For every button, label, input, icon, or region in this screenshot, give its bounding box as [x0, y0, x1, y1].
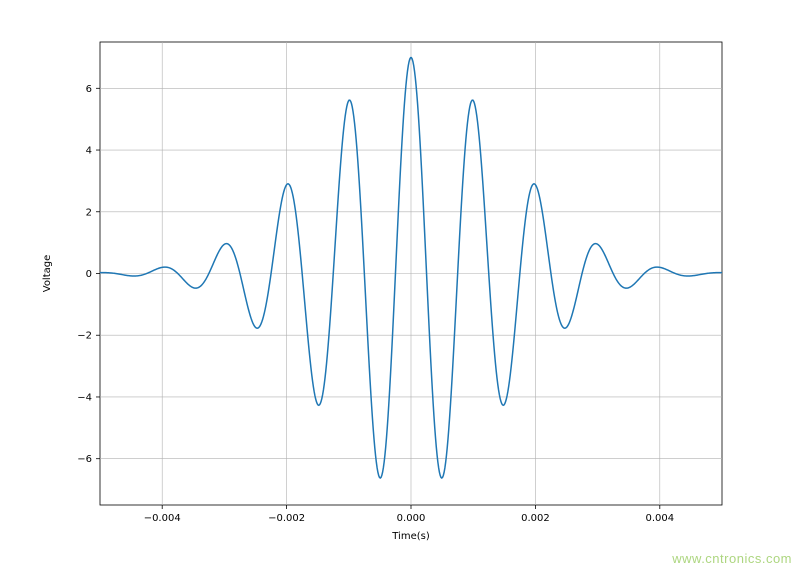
svg-text:0.004: 0.004	[645, 513, 674, 524]
svg-text:−4: −4	[77, 392, 92, 403]
svg-text:6: 6	[86, 84, 92, 95]
chart-svg: −0.004 −0.002 0.000 0.002 0.004 −6 −4 −2 0 2 4 6 Tim…	[0, 0, 800, 570]
svg-text:Time(s): Time(s)	[391, 531, 430, 542]
svg-text:−0.004: −0.004	[144, 513, 181, 524]
svg-text:−6: −6	[77, 454, 92, 465]
svg-text:0.002: 0.002	[521, 513, 550, 524]
svg-text:0: 0	[86, 269, 92, 280]
svg-text:2: 2	[86, 207, 92, 218]
svg-text:0.000: 0.000	[397, 513, 426, 524]
svg-text:Voltage: Voltage	[42, 255, 53, 293]
svg-text:−2: −2	[77, 331, 92, 342]
voltage-time-chart: −0.004 −0.002 0.000 0.002 0.004 −6 −4 −2 0 2 4 6 Tim…	[0, 0, 800, 570]
svg-text:−0.002: −0.002	[268, 513, 305, 524]
watermark-text: www.cntronics.com	[672, 551, 792, 566]
svg-text:4: 4	[86, 146, 92, 157]
